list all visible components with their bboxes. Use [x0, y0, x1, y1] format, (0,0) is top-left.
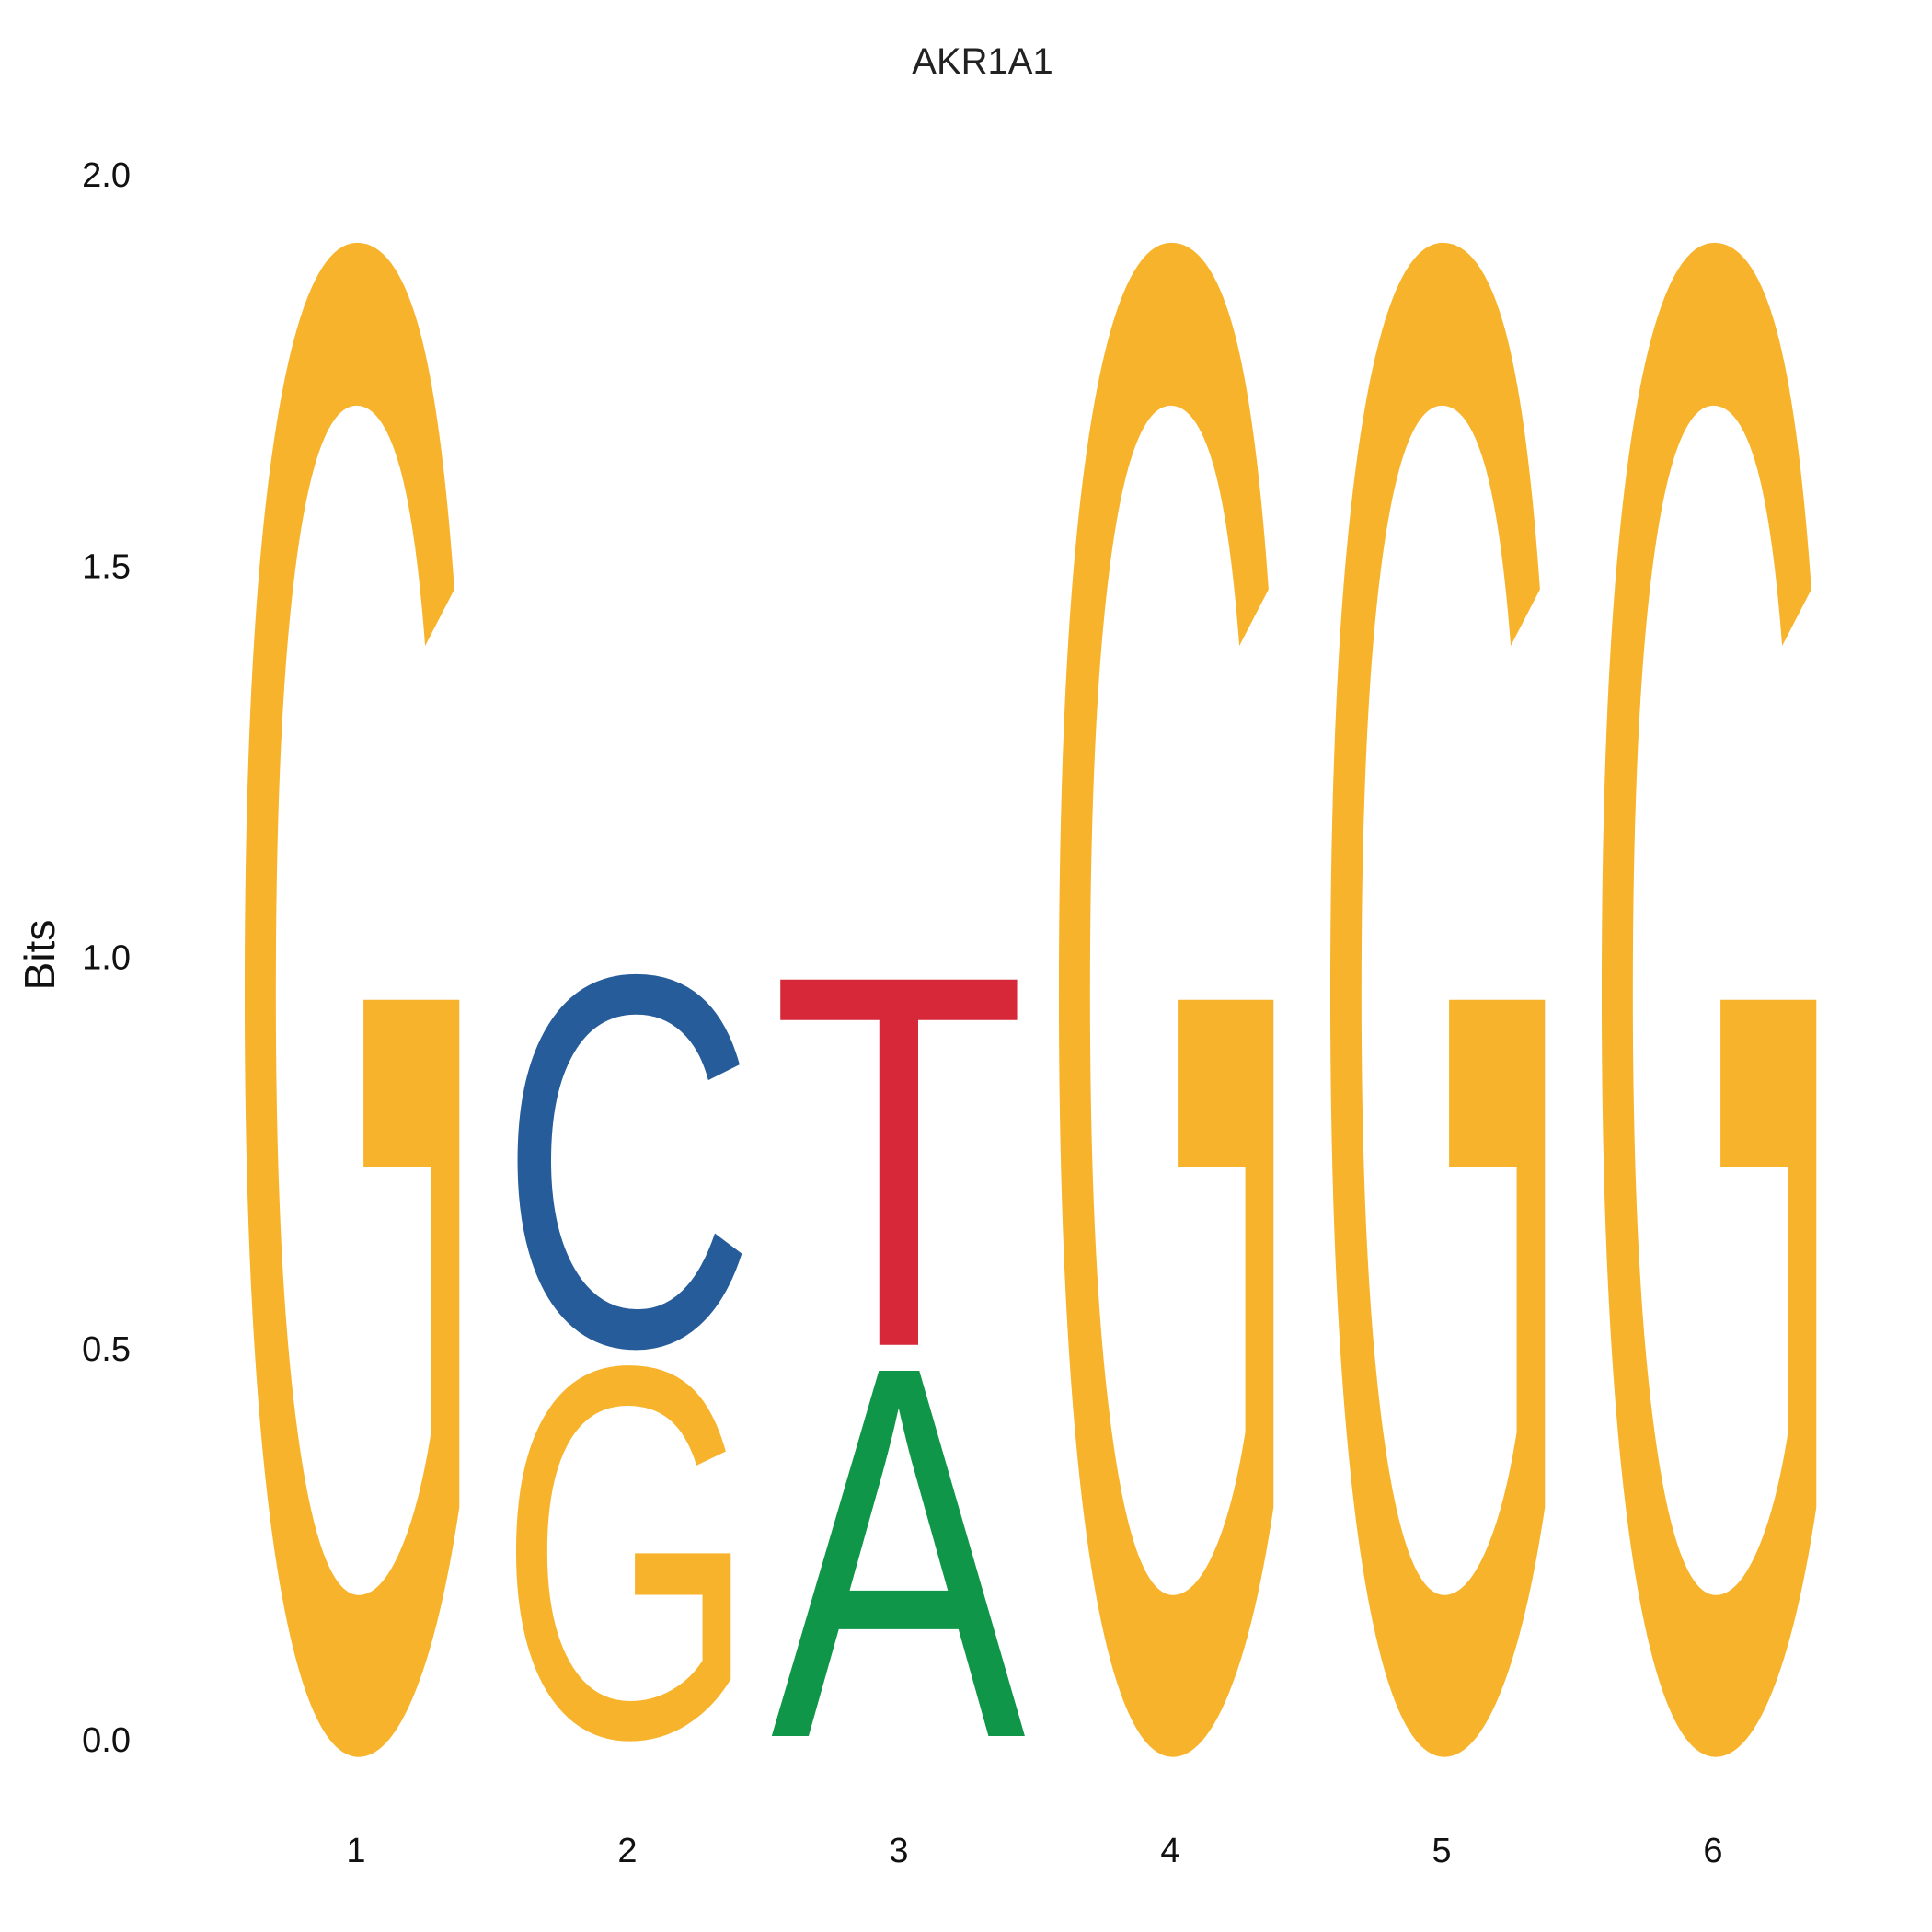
logo-letter-g: G — [500, 1256, 755, 1848]
x-tick-label: 5 — [1432, 1832, 1451, 1870]
x-tick-label: 3 — [889, 1832, 908, 1870]
y-tick-label: 0.5 — [82, 1330, 131, 1369]
x-tick-label: 2 — [617, 1832, 637, 1870]
y-tick-label: 1.0 — [82, 939, 131, 978]
y-tick-label: 1.5 — [82, 547, 131, 586]
y-tick-label: 2.0 — [82, 156, 131, 195]
chart-title: AKR1A1 — [912, 41, 1052, 82]
logo-letter-g: G — [1314, 0, 1570, 1932]
x-tick-label: 1 — [346, 1832, 365, 1870]
logo-letter-a: A — [771, 1256, 1028, 1849]
logo-letter-g: G — [1042, 0, 1298, 1932]
y-axis-label: Bits — [16, 920, 63, 991]
y-tick-label: 0.0 — [82, 1721, 131, 1760]
logo-letter-t: T — [771, 866, 1027, 1458]
x-tick-label: 6 — [1703, 1832, 1722, 1870]
x-axis-ticks: 1 2 3 4 5 6 — [346, 1832, 1722, 1870]
logo-letter-g: G — [228, 0, 484, 1932]
logo-letter-c: C — [500, 864, 755, 1457]
y-axis-ticks: 0.0 0.5 1.0 1.5 2.0 — [82, 156, 131, 1760]
logo-letter-g: G — [1585, 0, 1841, 1932]
x-tick-label: 4 — [1160, 1832, 1179, 1870]
